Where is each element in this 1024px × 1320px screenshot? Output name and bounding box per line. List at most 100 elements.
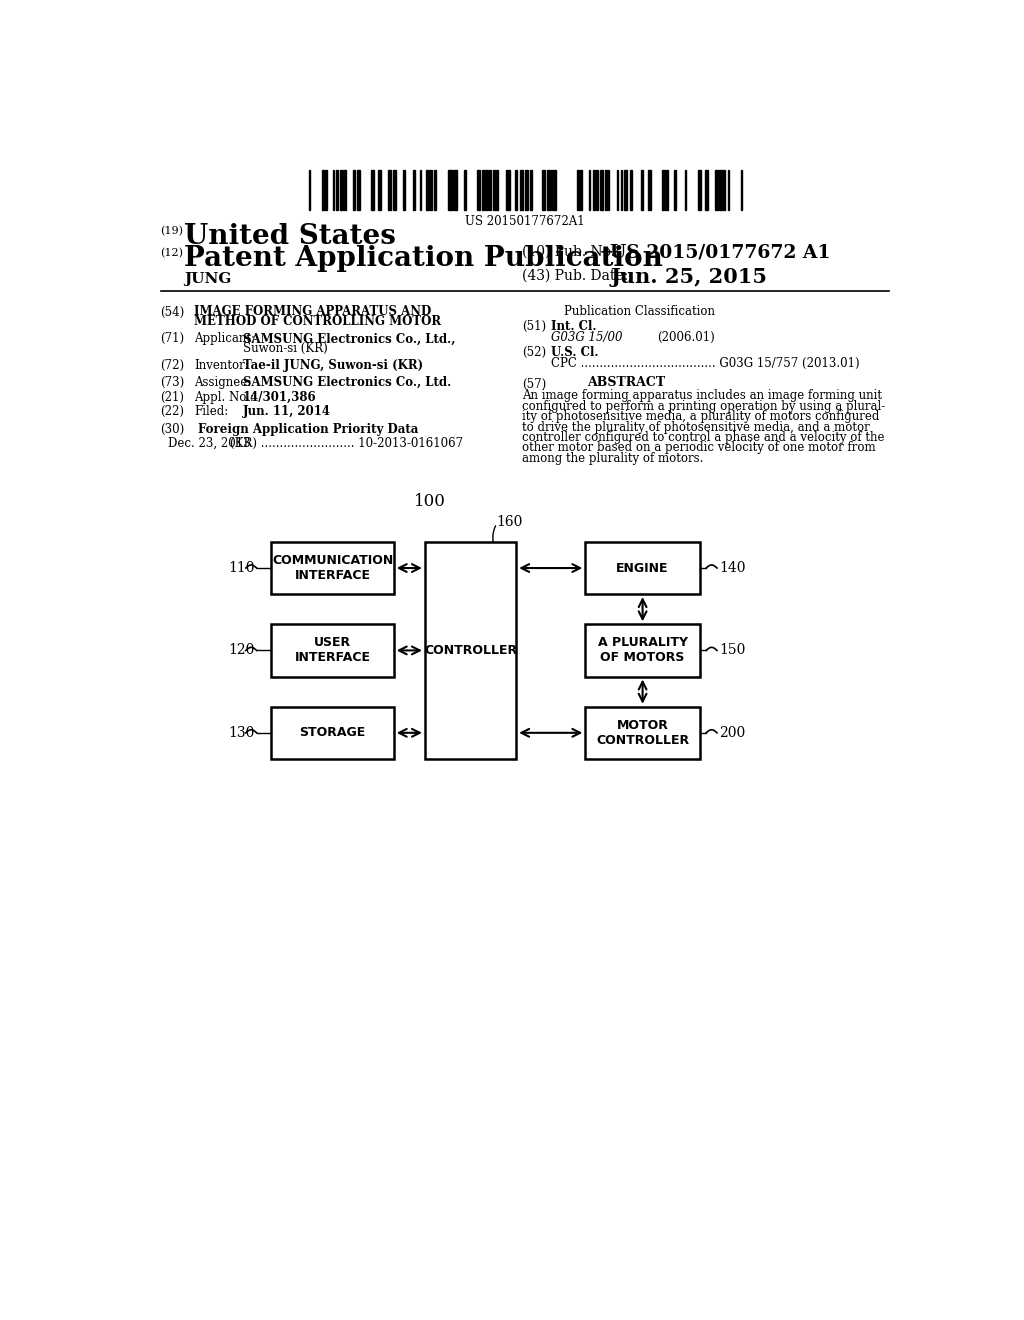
Text: CONTROLLER: CONTROLLER	[424, 644, 517, 657]
Text: ity of photosensitive media, a plurality of motors configured: ity of photosensitive media, a plurality…	[521, 411, 879, 424]
Bar	[728, 170, 729, 210]
Text: among the plurality of motors.: among the plurality of motors.	[521, 451, 703, 465]
Bar	[371, 170, 375, 210]
Text: SAMSUNG Electronics Co., Ltd.: SAMSUNG Electronics Co., Ltd.	[243, 376, 451, 388]
Text: 150: 150	[719, 643, 745, 657]
Bar	[530, 170, 531, 210]
Text: CPC .................................... G03G 15/757 (2013.01): CPC ....................................…	[551, 358, 860, 370]
Bar	[340, 170, 342, 210]
Text: (22): (22)	[161, 405, 184, 418]
Text: (71): (71)	[161, 333, 184, 346]
Text: (72): (72)	[161, 359, 184, 372]
Text: IMAGE FORMING APPARATUS AND: IMAGE FORMING APPARATUS AND	[194, 305, 431, 318]
Text: Tae-il JUNG, Suwon-si (KR): Tae-il JUNG, Suwon-si (KR)	[243, 359, 423, 372]
Bar	[414, 170, 416, 210]
Text: United States: United States	[183, 223, 395, 249]
Bar	[605, 170, 607, 210]
Bar	[323, 170, 324, 210]
Bar	[608, 170, 609, 210]
Text: Suwon-si (KR): Suwon-si (KR)	[243, 342, 328, 355]
Bar	[449, 170, 450, 210]
Text: other motor based on a periodic velocity of one motor from: other motor based on a periodic velocity…	[521, 441, 876, 454]
Bar	[593, 170, 595, 210]
Text: controller configured to control a phase and a velocity of the: controller configured to control a phase…	[521, 430, 884, 444]
Bar	[271, 541, 394, 594]
Bar	[271, 706, 394, 759]
Bar	[589, 170, 590, 210]
Text: 110: 110	[228, 561, 255, 576]
Bar	[616, 170, 618, 210]
Bar	[454, 170, 457, 210]
Text: (51): (51)	[521, 321, 546, 333]
Text: A PLURALITY
OF MOTORS: A PLURALITY OF MOTORS	[598, 636, 687, 664]
Text: G03G 15/00: G03G 15/00	[551, 331, 623, 345]
Bar	[477, 170, 480, 210]
Text: 100: 100	[415, 494, 446, 511]
Bar	[596, 170, 598, 210]
Text: 140: 140	[719, 561, 745, 576]
Bar	[388, 170, 390, 210]
Bar	[325, 170, 327, 210]
Bar	[393, 170, 396, 210]
Bar	[581, 170, 583, 210]
Text: 130: 130	[228, 726, 255, 739]
Bar	[352, 170, 355, 210]
Text: Applicant:: Applicant:	[194, 333, 255, 346]
Text: Dec. 23, 2013: Dec. 23, 2013	[168, 437, 251, 450]
Bar	[578, 170, 580, 210]
Text: 200: 200	[719, 726, 745, 739]
Text: (52): (52)	[521, 346, 546, 359]
Bar	[685, 170, 686, 210]
Text: ABSTRACT: ABSTRACT	[588, 376, 666, 389]
Bar	[599, 170, 602, 210]
Text: Patent Application Publication: Patent Application Publication	[183, 244, 663, 272]
Bar	[433, 170, 436, 210]
Text: METHOD OF CONTROLLING MOTOR: METHOD OF CONTROLLING MOTOR	[194, 315, 441, 329]
Text: (KR) ......................... 10-2013-0161067: (KR) ......................... 10-2013-0…	[230, 437, 464, 450]
Bar	[403, 170, 404, 210]
Text: Filed:: Filed:	[194, 405, 228, 418]
Text: (73): (73)	[161, 376, 184, 388]
Bar	[333, 170, 334, 210]
Bar	[648, 170, 650, 210]
Text: Jun. 25, 2015: Jun. 25, 2015	[610, 267, 767, 286]
Text: Jun. 11, 2014: Jun. 11, 2014	[243, 405, 331, 418]
Text: (21): (21)	[161, 391, 184, 404]
Bar	[343, 170, 346, 210]
Text: ENGINE: ENGINE	[616, 561, 669, 574]
Bar	[675, 170, 676, 210]
Text: MOTOR
CONTROLLER: MOTOR CONTROLLER	[596, 719, 689, 747]
Bar	[621, 170, 623, 210]
Text: STORAGE: STORAGE	[299, 726, 366, 739]
Text: (12): (12)	[161, 248, 183, 257]
Bar	[497, 170, 498, 210]
Text: COMMUNICATION
INTERFACE: COMMUNICATION INTERFACE	[272, 554, 393, 582]
Bar	[519, 170, 523, 210]
Bar	[426, 170, 429, 210]
Bar	[586, 624, 700, 677]
Bar	[663, 170, 665, 210]
Bar	[420, 170, 421, 210]
Text: U.S. Cl.: U.S. Cl.	[551, 346, 599, 359]
Bar	[740, 170, 742, 210]
Text: (30): (30)	[161, 422, 184, 436]
Bar	[716, 170, 718, 210]
Bar	[525, 170, 527, 210]
Text: USER
INTERFACE: USER INTERFACE	[295, 636, 371, 664]
Text: (54): (54)	[161, 305, 184, 318]
Text: 120: 120	[228, 643, 255, 657]
Bar	[464, 170, 466, 210]
Bar	[271, 624, 394, 677]
Text: (10) Pub. No.:: (10) Pub. No.:	[521, 244, 620, 259]
Text: configured to perform a printing operation by using a plural-: configured to perform a printing operati…	[521, 400, 885, 413]
Bar	[542, 170, 546, 210]
Text: Foreign Application Priority Data: Foreign Application Priority Data	[198, 422, 418, 436]
Bar	[641, 170, 643, 210]
Text: Inventor:: Inventor:	[194, 359, 249, 372]
Bar	[697, 170, 701, 210]
Text: SAMSUNG Electronics Co., Ltd.,: SAMSUNG Electronics Co., Ltd.,	[243, 333, 455, 346]
Bar	[357, 170, 360, 210]
Bar	[515, 170, 517, 210]
Text: Appl. No.:: Appl. No.:	[194, 391, 254, 404]
Bar	[506, 170, 510, 210]
